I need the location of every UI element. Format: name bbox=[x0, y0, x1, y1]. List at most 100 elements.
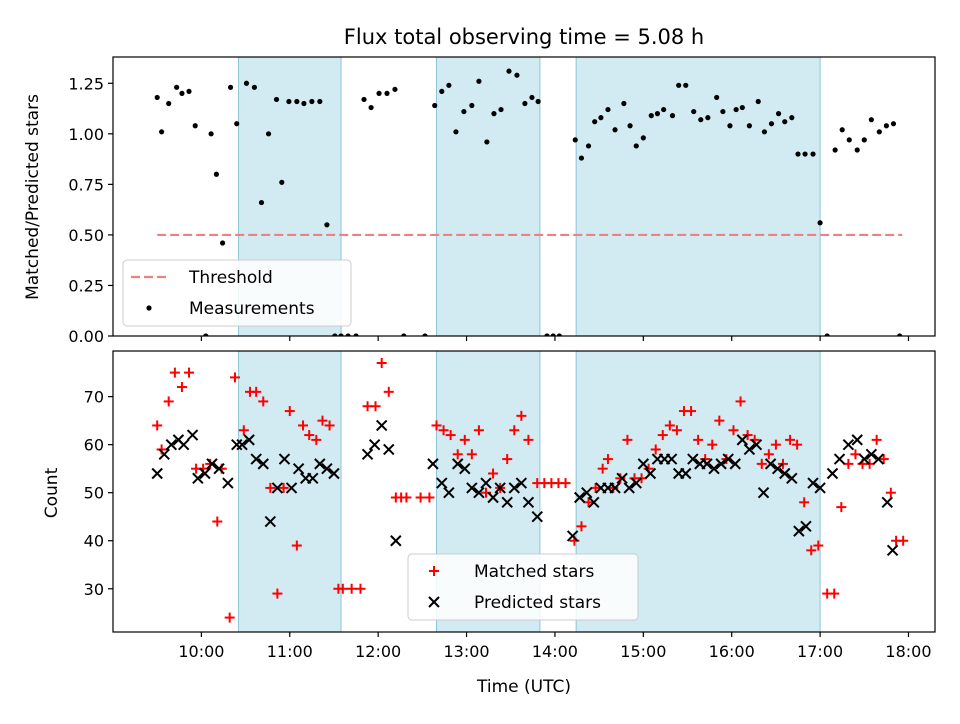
matched-star-point bbox=[602, 454, 613, 465]
measurement-point bbox=[714, 94, 720, 101]
measurement-point bbox=[422, 333, 428, 336]
predicted-star-point bbox=[764, 458, 777, 470]
predicted-star-point bbox=[192, 472, 204, 484]
predicted-star-point bbox=[292, 462, 305, 475]
matched-star-point bbox=[523, 434, 534, 445]
matched-star-point bbox=[597, 463, 608, 474]
measurement-point bbox=[309, 98, 315, 105]
measurement-point bbox=[154, 94, 160, 101]
predicted-star-point bbox=[779, 467, 791, 480]
x-tick-label: 11:00 bbox=[267, 642, 313, 661]
measurement-point bbox=[317, 98, 323, 105]
matched-star-point bbox=[370, 401, 381, 412]
predicted-star-point bbox=[459, 462, 471, 475]
x-tick-label: 16:00 bbox=[709, 642, 755, 661]
matched-star-point bbox=[176, 382, 187, 393]
measurement-point bbox=[544, 333, 550, 336]
top-axes-frame bbox=[112, 56, 936, 337]
top-y-tick-label: 1.25 bbox=[68, 74, 104, 93]
predicted-star-point bbox=[886, 544, 899, 557]
matched-star-point bbox=[583, 497, 594, 508]
measurement-point bbox=[251, 84, 258, 90]
matched-star-point bbox=[693, 434, 704, 445]
legend-entry: Measurements bbox=[146, 299, 315, 319]
predicted-star-point bbox=[328, 467, 340, 480]
measurement-point bbox=[810, 151, 816, 157]
measurement-point bbox=[795, 151, 801, 157]
x-tick-label: 15:00 bbox=[620, 642, 666, 661]
predicted-star-point bbox=[508, 482, 520, 494]
predicted-star-point bbox=[375, 419, 388, 432]
predicted-star-point bbox=[833, 453, 846, 465]
matched-star-point bbox=[777, 458, 788, 469]
predicted-star-point bbox=[616, 472, 628, 484]
measurement-point bbox=[234, 121, 240, 127]
predicted-star-point bbox=[800, 520, 812, 533]
bottom-y-tick-label: 60 bbox=[84, 436, 104, 455]
matched-star-point bbox=[657, 430, 668, 441]
predicted-star-point bbox=[680, 467, 692, 480]
x-tick-label: 13:00 bbox=[443, 642, 489, 661]
legend-label: Predicted stars bbox=[474, 593, 601, 613]
predicted-star-point bbox=[865, 448, 878, 460]
x-axis-label: Time (UTC) bbox=[476, 677, 571, 697]
measurement-point bbox=[294, 98, 300, 105]
measurement-point bbox=[186, 88, 192, 94]
matched-star-point bbox=[560, 478, 571, 489]
matched-star-point bbox=[770, 439, 781, 450]
matched-star-point bbox=[401, 492, 412, 503]
measurement-point bbox=[324, 222, 330, 228]
matched-star-point bbox=[452, 449, 463, 460]
matched-star-point bbox=[163, 396, 174, 407]
matched-star-point bbox=[735, 396, 746, 407]
predicted-star-point bbox=[851, 434, 863, 446]
predicted-star-point bbox=[480, 477, 492, 489]
matched-star-point bbox=[590, 482, 601, 493]
measurement-point bbox=[621, 100, 627, 107]
measurement-point bbox=[484, 139, 490, 145]
measurement-point bbox=[817, 220, 823, 226]
measurement-point bbox=[661, 106, 667, 113]
predicted-star-point bbox=[793, 525, 805, 537]
predicted-star-point bbox=[786, 472, 798, 484]
measurement-point bbox=[522, 100, 528, 107]
measurement-point bbox=[338, 333, 344, 336]
measurement-point bbox=[832, 147, 838, 153]
matched-star-point bbox=[742, 430, 753, 441]
measurement-point bbox=[739, 104, 745, 111]
x-tick-label: 18:00 bbox=[885, 642, 931, 661]
measurement-point bbox=[720, 108, 726, 115]
measurement-point bbox=[203, 333, 209, 336]
measurement-point bbox=[491, 111, 497, 117]
matched-star-point bbox=[836, 502, 847, 513]
measurement-point bbox=[854, 147, 860, 153]
predicted-star-point bbox=[222, 477, 234, 489]
measurement-point bbox=[897, 333, 903, 336]
predicted-star-point bbox=[158, 448, 170, 460]
measurement-point bbox=[676, 82, 682, 88]
matched-star-point bbox=[636, 473, 647, 484]
measurement-point bbox=[640, 135, 646, 141]
matched-star-point bbox=[671, 425, 682, 436]
matched-star-point bbox=[445, 430, 456, 441]
predicted-star-point bbox=[637, 458, 650, 470]
predicted-star-point bbox=[729, 458, 741, 470]
chart-title: Flux total observing time = 5.08 h bbox=[344, 25, 704, 49]
predicted-star-point bbox=[531, 511, 543, 523]
measurement-point bbox=[439, 88, 445, 94]
predicted-star-point bbox=[321, 462, 333, 475]
predicted-star-point bbox=[452, 458, 464, 470]
matched-star-point bbox=[799, 497, 810, 508]
measurement-point bbox=[301, 100, 307, 107]
matched-star-point bbox=[278, 482, 289, 493]
predicted-star-point bbox=[736, 434, 749, 446]
legend-predicted-swatch bbox=[428, 596, 440, 608]
predicted-star-point bbox=[623, 482, 635, 494]
predicted-star-point bbox=[722, 453, 734, 465]
predicted-star-point bbox=[566, 530, 579, 542]
measurement-point bbox=[705, 115, 711, 121]
measurement-point bbox=[550, 333, 556, 336]
predicted-star-point bbox=[206, 458, 218, 470]
predicted-star-point bbox=[186, 429, 199, 441]
